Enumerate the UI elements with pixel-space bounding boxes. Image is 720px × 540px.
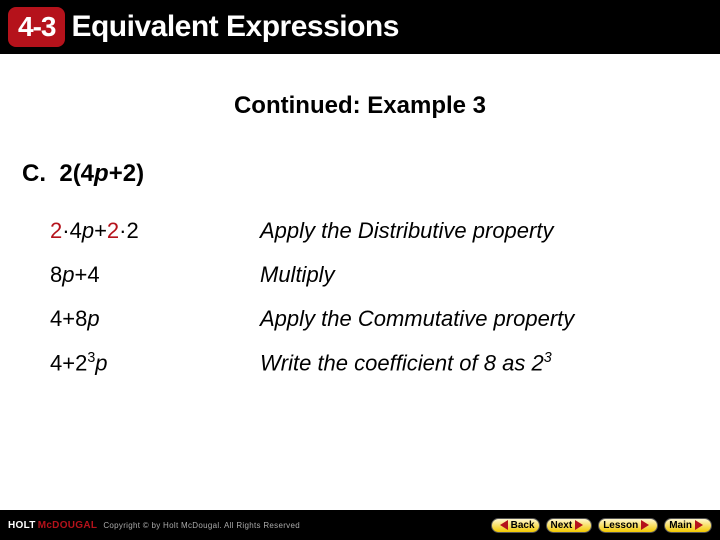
back-button[interactable]: Back: [491, 518, 540, 533]
slide-footer: HOLT McDOUGAL Copyright © by Holt McDoug…: [0, 510, 720, 540]
expr-part: ·4: [62, 218, 82, 243]
expr-part: 2: [50, 218, 62, 243]
step-explanation: Multiply: [260, 262, 335, 288]
explanation-part: Write the coefficient of 8 as 2: [260, 350, 544, 375]
slide: 4-3 Equivalent Expressions Continued: Ex…: [0, 0, 720, 540]
problem-expr-prefix: 2(4: [59, 160, 94, 187]
steps-list: 2·4p+2·2Apply the Distributive property8…: [50, 218, 720, 394]
step-expression: 4+23p: [50, 350, 260, 376]
triangle-right-icon: [695, 520, 703, 530]
step-row: 8p+4Multiply: [50, 262, 720, 288]
logo-mcdougal: McDOUGAL: [38, 520, 98, 531]
step-explanation: Write the coefficient of 8 as 23: [260, 350, 552, 376]
logo-holt: HOLT: [8, 520, 36, 531]
step-expression: 8p+4: [50, 262, 260, 288]
expr-part: 2: [107, 218, 119, 243]
expr-part: p: [87, 306, 99, 331]
expr-part: p: [62, 262, 74, 287]
back-label: Back: [511, 520, 535, 531]
step-expression: 4+8p: [50, 306, 260, 332]
expr-part: 4+8: [50, 306, 87, 331]
problem-expr-suffix: +2): [109, 160, 144, 187]
step-row: 4+8pApply the Commutative property: [50, 306, 720, 332]
expr-part: +4: [75, 262, 100, 287]
lesson-button[interactable]: Lesson: [598, 518, 658, 533]
expr-part: p: [95, 350, 107, 375]
next-button[interactable]: Next: [546, 518, 593, 533]
next-label: Next: [551, 520, 573, 531]
main-button[interactable]: Main: [664, 518, 712, 533]
step-expression: 2·4p+2·2: [50, 218, 260, 244]
problem-statement: C. 2(4p+2): [22, 160, 720, 188]
problem-expr-var: p: [94, 160, 109, 187]
problem-label: C.: [22, 160, 46, 187]
slide-header: 4-3 Equivalent Expressions: [0, 0, 720, 54]
expr-part: +: [94, 218, 107, 243]
step-explanation: Apply the Distributive property: [260, 218, 553, 244]
triangle-right-icon: [575, 520, 583, 530]
lesson-badge: 4-3: [8, 7, 65, 47]
step-row: 2·4p+2·2Apply the Distributive property: [50, 218, 720, 244]
main-label: Main: [669, 520, 692, 531]
expr-part: 4+2: [50, 350, 87, 375]
step-explanation: Apply the Commutative property: [260, 306, 574, 332]
expr-part: ·2: [119, 218, 139, 243]
triangle-left-icon: [500, 520, 508, 530]
triangle-right-icon: [641, 520, 649, 530]
expr-part: p: [82, 218, 94, 243]
footer-nav: Back Next Lesson Main: [491, 518, 712, 533]
publisher-logo: HOLT McDOUGAL: [8, 520, 97, 531]
lesson-label: Lesson: [603, 520, 638, 531]
step-row: 4+23pWrite the coefficient of 8 as 23: [50, 350, 720, 376]
slide-subtitle: Continued: Example 3: [0, 92, 720, 120]
footer-left: HOLT McDOUGAL Copyright © by Holt McDoug…: [8, 520, 300, 531]
copyright-text: Copyright © by Holt McDougal. All Rights…: [103, 521, 300, 530]
expr-part: 8: [50, 262, 62, 287]
explanation-part: 3: [544, 350, 552, 366]
slide-title: Equivalent Expressions: [71, 10, 398, 44]
